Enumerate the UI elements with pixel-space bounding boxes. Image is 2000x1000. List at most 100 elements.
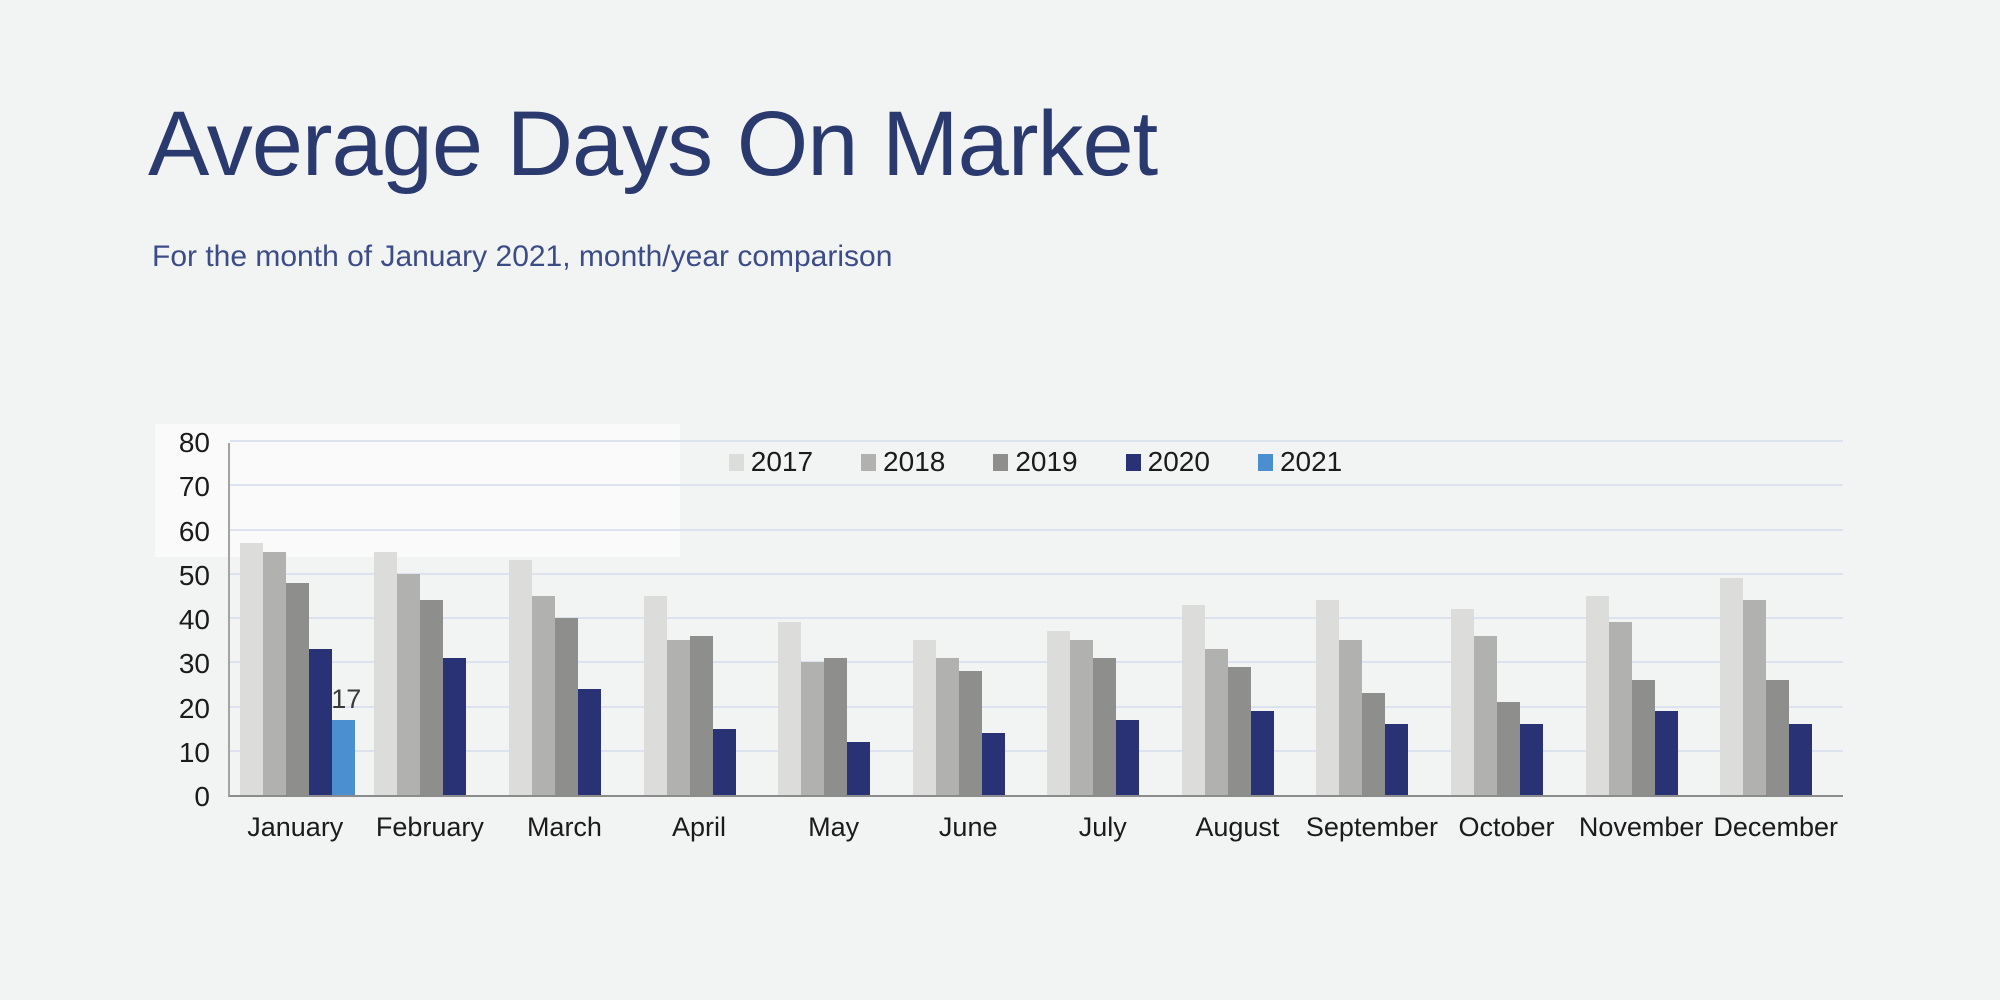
bar-2019-january xyxy=(285,582,309,795)
legend-swatch-2017 xyxy=(728,453,744,471)
bar-2018-january xyxy=(262,551,286,795)
bar-2018-march xyxy=(531,595,555,795)
gridline-y-60 xyxy=(230,528,1843,531)
chart-highlight-panel xyxy=(155,424,680,557)
y-tick-label-50: 50 xyxy=(178,559,210,591)
y-tick-label-70: 70 xyxy=(178,471,210,503)
legend-item-2020: 2020 xyxy=(1125,446,1210,477)
x-tick-label-january: January xyxy=(247,812,344,842)
legend-label-2021: 2021 xyxy=(1279,446,1343,477)
gridline-y-80 xyxy=(230,440,1843,442)
chart-title: Average Days On Market xyxy=(148,93,1158,195)
bar-2017-march xyxy=(508,560,532,795)
bar-2018-september xyxy=(1339,640,1363,795)
bar-2019-november xyxy=(1631,679,1655,795)
bar-2019-may xyxy=(824,657,848,795)
bar-2020-may xyxy=(847,741,871,795)
x-tick-label-july: July xyxy=(1078,812,1127,842)
x-tick-label-february: February xyxy=(375,812,484,842)
bar-2019-july xyxy=(1093,657,1117,795)
bar-2019-september xyxy=(1362,693,1386,795)
bar-2020-june xyxy=(981,733,1005,795)
gridline-y-10 xyxy=(230,749,1843,752)
bar-2019-december xyxy=(1766,679,1790,795)
y-tick-label-60: 60 xyxy=(178,515,210,547)
bar-2018-april xyxy=(666,640,690,795)
y-tick-label-80: 80 xyxy=(178,427,210,458)
legend-label-2018: 2018 xyxy=(883,446,946,477)
bar-2020-january xyxy=(308,648,332,795)
bar-2019-august xyxy=(1227,666,1251,795)
x-tick-label-august: August xyxy=(1195,812,1280,842)
bar-2019-march xyxy=(554,618,578,795)
legend-swatch-2021 xyxy=(1257,453,1273,471)
legend-label-2017: 2017 xyxy=(750,446,814,477)
legend-item-2021: 2021 xyxy=(1257,446,1343,477)
bar-2017-july xyxy=(1047,631,1071,795)
bar-2021-january xyxy=(331,719,355,795)
bar-2020-november xyxy=(1654,710,1678,795)
bar-2020-december xyxy=(1789,724,1813,795)
bar-2020-march xyxy=(577,688,601,795)
bar-2017-january xyxy=(239,542,263,795)
bar-2017-june xyxy=(912,640,936,795)
bar-2017-april xyxy=(643,595,667,795)
gridline-y-30 xyxy=(230,661,1843,664)
bar-2017-november xyxy=(1585,595,1609,795)
bar-2018-october xyxy=(1474,635,1498,795)
bar-2018-november xyxy=(1608,622,1632,795)
chart-subtitle: For the month of January 2021, month/yea… xyxy=(152,240,893,273)
bar-2020-february xyxy=(443,657,467,795)
y-tick-label-20: 20 xyxy=(178,692,210,724)
x-tick-label-april: April xyxy=(672,812,727,842)
bar-2018-august xyxy=(1204,648,1228,795)
bar-2017-december xyxy=(1720,578,1744,795)
gridline-y-70 xyxy=(230,484,1843,487)
x-tick-label-october: October xyxy=(1458,812,1555,842)
bar-2017-august xyxy=(1181,604,1205,795)
bar-2018-february xyxy=(397,573,421,795)
bar-2018-december xyxy=(1743,600,1767,795)
bar-2020-august xyxy=(1250,710,1274,795)
legend-swatch-2019 xyxy=(993,453,1009,471)
y-tick-label-30: 30 xyxy=(178,648,210,680)
y-tick-label-10: 10 xyxy=(178,736,210,768)
bar-2020-april xyxy=(712,728,736,795)
bar-2018-july xyxy=(1070,640,1094,795)
chart-legend: 2017 2018 2019 2020 2021 xyxy=(228,448,1843,476)
x-tick-label-december: December xyxy=(1713,812,1838,842)
bar-2018-may xyxy=(801,662,825,795)
legend-label-2019: 2019 xyxy=(1015,446,1078,477)
bar-2019-october xyxy=(1497,702,1521,795)
gridline-y-50 xyxy=(230,572,1843,575)
bar-2019-february xyxy=(420,600,444,795)
y-tick-label-40: 40 xyxy=(178,604,210,635)
x-tick-label-may: May xyxy=(808,812,860,842)
bar-2019-june xyxy=(958,671,982,795)
bar-2018-june xyxy=(935,657,959,795)
x-tick-label-november: November xyxy=(1578,812,1704,842)
bar-2017-october xyxy=(1451,609,1475,795)
y-tick-label-0: 0 xyxy=(194,781,210,812)
legend-swatch-2020 xyxy=(1125,453,1141,471)
bar-2020-september xyxy=(1385,724,1409,795)
gridline-y-20 xyxy=(230,705,1843,708)
legend-item-2017: 2017 xyxy=(728,446,814,477)
legend-label-2020: 2020 xyxy=(1147,446,1210,477)
bar-2019-april xyxy=(689,635,713,795)
legend-swatch-2018 xyxy=(861,453,877,471)
plot-area xyxy=(228,440,1843,797)
legend-item-2019: 2019 xyxy=(993,446,1078,477)
legend-item-2018: 2018 xyxy=(861,448,945,476)
bar-2017-february xyxy=(374,551,398,795)
gridline-y-40 xyxy=(230,617,1843,619)
x-tick-label-march: March xyxy=(526,812,602,842)
data-label-2021-january: 17 xyxy=(331,683,362,714)
bar-2020-july xyxy=(1116,719,1140,795)
x-tick-label-september: September xyxy=(1305,812,1438,842)
bar-2017-september xyxy=(1316,600,1340,795)
bar-2017-may xyxy=(778,622,802,795)
x-tick-label-june: June xyxy=(938,812,998,842)
